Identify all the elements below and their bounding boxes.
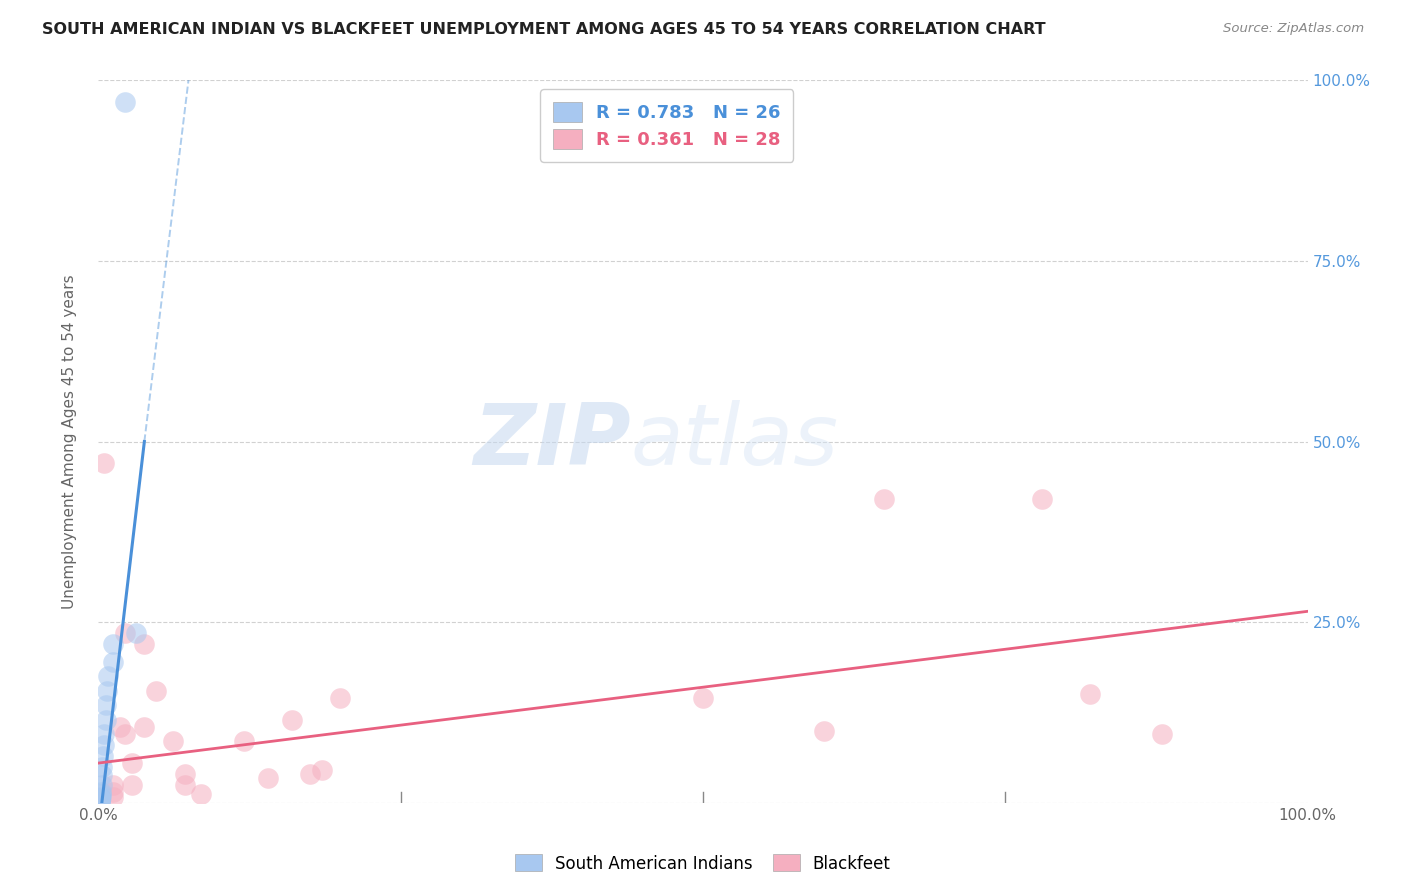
Point: [299, 767, 322, 781]
Point: [89, 792, 111, 806]
Point: [692, 691, 714, 706]
Point: [873, 492, 896, 507]
Point: [134, 720, 156, 734]
Point: [90, 785, 112, 799]
Point: [89, 791, 111, 805]
Point: [93, 727, 115, 741]
Point: [125, 626, 148, 640]
Point: [93, 738, 115, 752]
Y-axis label: Unemployment Among Ages 45 to 54 years: Unemployment Among Ages 45 to 54 years: [62, 274, 77, 609]
Point: [97, 669, 120, 683]
Point: [89, 793, 111, 807]
Point: [94, 713, 117, 727]
Point: [1031, 492, 1053, 507]
Point: [101, 778, 124, 792]
Point: [256, 771, 278, 785]
Point: [114, 95, 136, 109]
Point: [96, 683, 118, 698]
Text: ZIP: ZIP: [472, 400, 630, 483]
Point: [90, 787, 112, 801]
Point: [145, 683, 167, 698]
Point: [91, 760, 114, 774]
Point: [121, 778, 143, 792]
Point: [101, 655, 124, 669]
Point: [190, 787, 212, 801]
Text: Source: ZipAtlas.com: Source: ZipAtlas.com: [1223, 22, 1364, 36]
Point: [89, 791, 111, 805]
Point: [89, 793, 111, 807]
Point: [121, 756, 143, 770]
Point: [91, 768, 114, 782]
Point: [1078, 687, 1101, 701]
Point: [101, 790, 124, 805]
Point: [101, 637, 124, 651]
Point: [89, 794, 111, 808]
Text: atlas: atlas: [630, 400, 838, 483]
Point: [89, 791, 111, 805]
Point: [90, 790, 112, 805]
Point: [1152, 727, 1174, 741]
Point: [94, 698, 117, 713]
Point: [114, 626, 136, 640]
Point: [329, 691, 352, 706]
Point: [162, 734, 184, 748]
Point: [89, 794, 111, 808]
Point: [232, 734, 254, 748]
Legend: South American Indians, Blackfeet: South American Indians, Blackfeet: [509, 847, 897, 880]
Point: [91, 748, 114, 763]
Point: [91, 778, 114, 792]
Point: [89, 792, 111, 806]
Point: [174, 767, 197, 781]
Point: [311, 764, 333, 778]
Point: [101, 785, 124, 799]
Text: SOUTH AMERICAN INDIAN VS BLACKFEET UNEMPLOYMENT AMONG AGES 45 TO 54 YEARS CORREL: SOUTH AMERICAN INDIAN VS BLACKFEET UNEMP…: [42, 22, 1046, 37]
Point: [134, 637, 156, 651]
Point: [93, 456, 115, 470]
Point: [174, 778, 197, 792]
Point: [114, 727, 136, 741]
Legend: R = 0.783   N = 26, R = 0.361   N = 28: R = 0.783 N = 26, R = 0.361 N = 28: [540, 89, 793, 161]
Point: [108, 720, 131, 734]
Point: [281, 713, 304, 727]
Point: [813, 723, 835, 738]
